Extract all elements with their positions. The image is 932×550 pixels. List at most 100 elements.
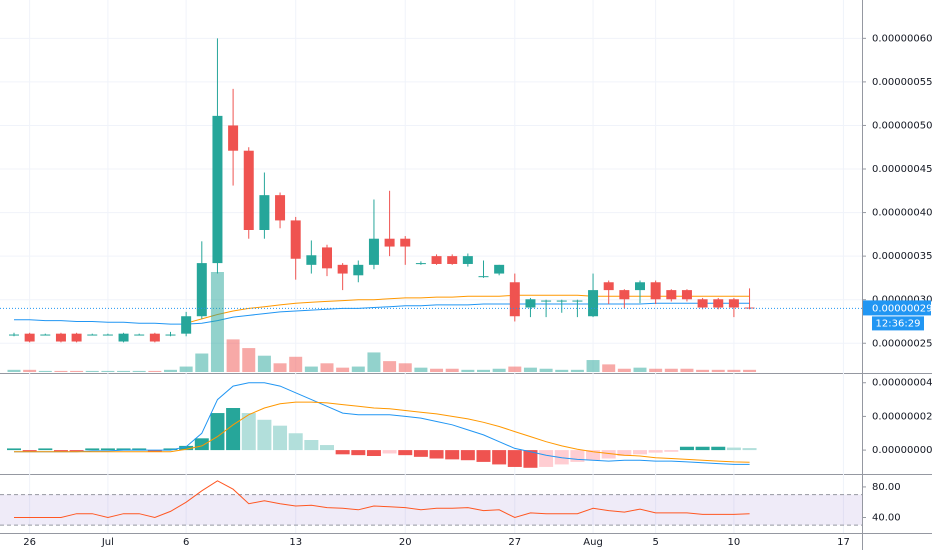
candle-body bbox=[744, 307, 755, 309]
volume-bar bbox=[210, 272, 224, 372]
candle-body bbox=[462, 256, 473, 264]
volume-bar bbox=[23, 369, 37, 372]
histogram-bar bbox=[695, 446, 710, 451]
candle-body bbox=[728, 299, 739, 308]
candle-body bbox=[228, 125, 239, 151]
volume-bar bbox=[414, 367, 428, 372]
candle-body bbox=[400, 238, 411, 247]
candle-body bbox=[447, 256, 458, 264]
candle-body bbox=[415, 263, 426, 265]
volume-bar bbox=[523, 367, 537, 372]
candle-body bbox=[478, 276, 489, 278]
last-price-box bbox=[863, 300, 931, 316]
volume-bar bbox=[242, 348, 256, 372]
volume-bar bbox=[101, 370, 115, 372]
volume-bar bbox=[555, 369, 569, 372]
candle-body bbox=[666, 290, 677, 300]
volume-bar bbox=[633, 367, 647, 372]
volume-bar bbox=[336, 367, 350, 372]
candle-body bbox=[55, 333, 66, 342]
volume-bar bbox=[351, 366, 365, 372]
candle-body bbox=[697, 299, 708, 308]
candle-body bbox=[572, 300, 583, 302]
histogram-bar bbox=[507, 450, 522, 467]
candle-body bbox=[603, 282, 614, 291]
histogram-bar bbox=[664, 450, 679, 452]
x-tick-label: 26 bbox=[23, 537, 36, 548]
volume-bar bbox=[492, 368, 506, 372]
countdown-box bbox=[872, 316, 924, 331]
histogram-bar bbox=[69, 450, 84, 452]
candle-body bbox=[290, 220, 301, 259]
histogram-bar bbox=[241, 413, 256, 451]
histogram-bar bbox=[711, 446, 726, 451]
volume-bar bbox=[226, 339, 240, 372]
y-tick-label: 40.00 bbox=[872, 512, 901, 523]
histogram-bar bbox=[742, 448, 757, 451]
band bbox=[0, 494, 862, 526]
volume-bar bbox=[696, 369, 710, 372]
candle-body bbox=[431, 256, 442, 264]
histogram-bar bbox=[53, 450, 68, 452]
histogram-bar bbox=[7, 448, 21, 451]
volume-bar bbox=[38, 370, 52, 372]
candle-body bbox=[118, 333, 129, 342]
y-tick-label: 80.00 bbox=[872, 482, 901, 493]
volume-bar bbox=[649, 368, 663, 372]
y-tick-label: 0.00000040 bbox=[872, 208, 932, 219]
histogram-bar bbox=[226, 408, 241, 451]
histogram-bar bbox=[351, 450, 366, 456]
volume-bar bbox=[289, 356, 303, 372]
volume-bar bbox=[7, 369, 21, 372]
histogram-bar bbox=[335, 450, 350, 455]
grid-layer bbox=[0, 0, 866, 533]
volume-bar bbox=[257, 355, 271, 372]
rsi-line bbox=[14, 480, 750, 519]
countdown-label: 12:36:29 bbox=[876, 318, 921, 329]
candle-body bbox=[149, 333, 160, 342]
candle-body bbox=[588, 290, 599, 317]
candle-body bbox=[650, 282, 661, 300]
histogram-bar bbox=[210, 413, 225, 451]
volume-bar bbox=[179, 366, 193, 372]
volume-bar bbox=[602, 364, 616, 372]
histogram-bar bbox=[570, 450, 585, 462]
volume-bar bbox=[570, 369, 584, 372]
candle-body bbox=[24, 333, 35, 342]
candle-body bbox=[71, 333, 82, 342]
candle-body bbox=[275, 195, 286, 221]
y-tick-label: 0.00000045 bbox=[872, 164, 932, 175]
histogram-bar bbox=[179, 445, 194, 451]
volume-bar bbox=[398, 363, 412, 372]
volume-bar bbox=[320, 363, 334, 372]
candle-body bbox=[525, 299, 536, 308]
candle-body bbox=[337, 264, 348, 274]
histogram-bar bbox=[679, 446, 694, 451]
histogram-bar bbox=[523, 450, 538, 468]
volume-bar bbox=[617, 368, 631, 372]
histogram-bar bbox=[429, 450, 444, 459]
candle-body bbox=[9, 334, 19, 336]
volume-bar bbox=[70, 370, 84, 372]
histogram-bar bbox=[85, 448, 100, 451]
histogram-bar bbox=[476, 450, 491, 462]
histogram-bar bbox=[147, 450, 162, 452]
x-tick-label: 17 bbox=[837, 537, 850, 548]
volume-bar bbox=[132, 370, 146, 372]
volume-bar bbox=[164, 369, 177, 372]
volume-bar bbox=[148, 370, 162, 372]
y-tick-label: 0.00000050 bbox=[872, 120, 932, 131]
histogram-bar bbox=[100, 448, 115, 451]
moving-average bbox=[14, 302, 750, 325]
y-tick-label: 0.00000025 bbox=[872, 338, 932, 349]
volume-bar bbox=[195, 353, 209, 372]
volume-bar bbox=[54, 370, 68, 372]
histogram-bar bbox=[413, 450, 428, 457]
y-tick-label: 0.00000030 bbox=[872, 295, 932, 306]
candle-body bbox=[681, 290, 692, 300]
volume-bar bbox=[383, 361, 397, 372]
volume-bar bbox=[117, 370, 131, 372]
histogram-bar bbox=[116, 448, 131, 451]
